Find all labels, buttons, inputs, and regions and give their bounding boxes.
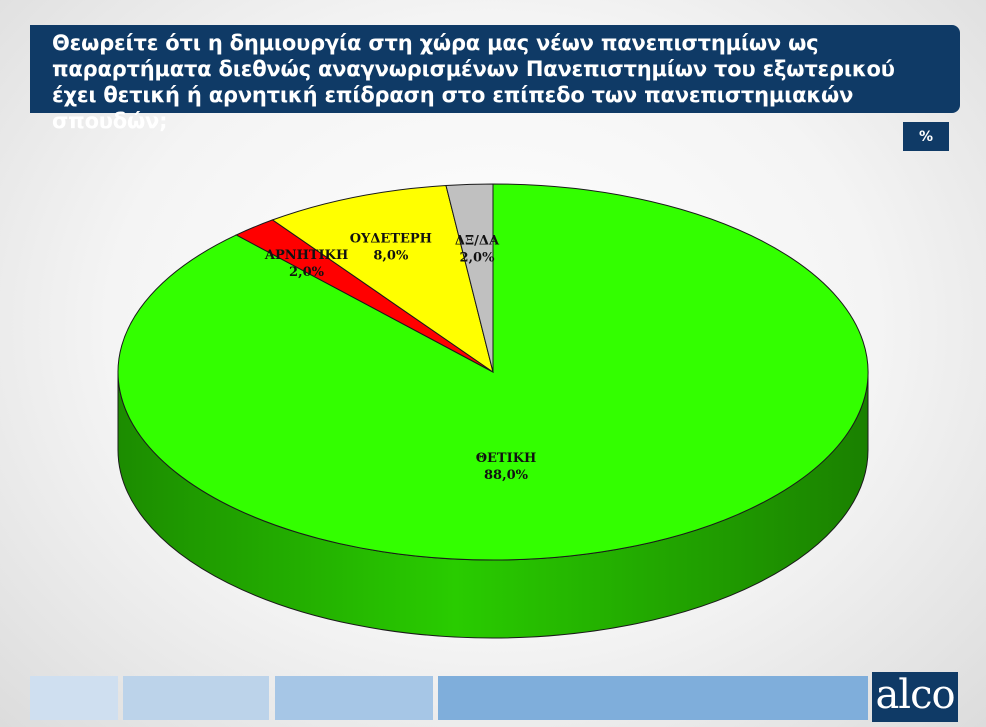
question-text: Θεωρείτε ότι η δημιουργία στη χώρα μας ν… [52, 31, 895, 133]
slice-value-3: 2,0% [459, 250, 495, 265]
pie-slice-3 [445, 183, 494, 373]
slice-label-0: ΘΕΤΙΚΗ 88,0% [476, 451, 537, 483]
footer-bar-4 [438, 676, 868, 720]
pie-top [117, 183, 869, 561]
pie-labels: ΘΕΤΙΚΗ 88,0% ΑΡΝΗΤΙΚΗ 2,0% ΟΥΔΕΤΕΡΗ 8,0% ΔΞ/ΔΑ… [264, 232, 536, 483]
footer-bar-1 [30, 676, 118, 720]
slice-value-1: 2,0% [289, 265, 325, 280]
slice-value-0: 88,0% [484, 468, 529, 483]
slice-name-3: ΔΞ/ΔΑ [455, 233, 500, 248]
slice-label-2: ΟΥΔΕΤΕΡΗ 8,0% [350, 232, 432, 264]
slice-name-0: ΘΕΤΙΚΗ [476, 451, 537, 466]
slice-name-1: ΑΡΝΗΤΙΚΗ [264, 248, 348, 263]
slice-name-2: ΟΥΔΕΤΕΡΗ [350, 232, 432, 247]
question-header: Θεωρείτε ότι η δημιουργία στη χώρα μας ν… [30, 25, 960, 133]
slice-value-2: 8,0% [373, 249, 409, 264]
slice-label-1: ΑΡΝΗΤΙΚΗ 2,0% [264, 248, 348, 280]
pie-slice-2 [271, 184, 494, 374]
footer-bar-3 [275, 676, 433, 720]
footer-bar-2 [123, 676, 269, 720]
alco-logo: alco [872, 672, 958, 722]
unit-badge: % [903, 122, 949, 151]
slice-label-3: ΔΞ/ΔΑ 2,0% [455, 233, 500, 265]
